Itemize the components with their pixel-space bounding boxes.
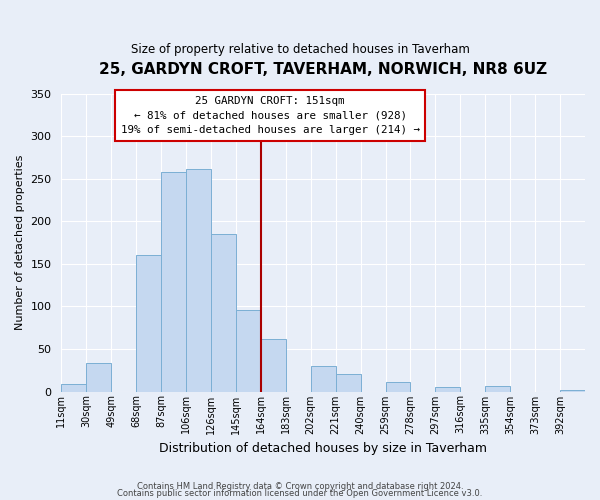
Text: Contains public sector information licensed under the Open Government Licence v3: Contains public sector information licen… — [118, 489, 482, 498]
Bar — [436, 388, 460, 392]
Bar — [560, 390, 585, 392]
Text: Contains HM Land Registry data © Crown copyright and database right 2024.: Contains HM Land Registry data © Crown c… — [137, 482, 463, 491]
Bar — [236, 310, 261, 392]
Y-axis label: Number of detached properties: Number of detached properties — [15, 155, 25, 330]
Text: 25 GARDYN CROFT: 151sqm
← 81% of detached houses are smaller (928)
19% of semi-d: 25 GARDYN CROFT: 151sqm ← 81% of detache… — [121, 96, 419, 135]
Bar — [335, 374, 361, 392]
Bar — [136, 254, 161, 392]
X-axis label: Distribution of detached houses by size in Taverham: Distribution of detached houses by size … — [159, 442, 487, 455]
Bar — [86, 362, 111, 392]
Title: 25, GARDYN CROFT, TAVERHAM, NORWICH, NR8 6UZ: 25, GARDYN CROFT, TAVERHAM, NORWICH, NR8… — [99, 62, 547, 78]
Bar — [186, 169, 211, 392]
Text: Size of property relative to detached houses in Taverham: Size of property relative to detached ho… — [131, 42, 469, 56]
Bar — [386, 382, 410, 392]
Bar — [485, 386, 510, 392]
Bar — [311, 366, 335, 392]
Bar — [211, 234, 236, 392]
Bar — [61, 384, 86, 392]
Bar — [161, 172, 186, 392]
Bar — [261, 339, 286, 392]
